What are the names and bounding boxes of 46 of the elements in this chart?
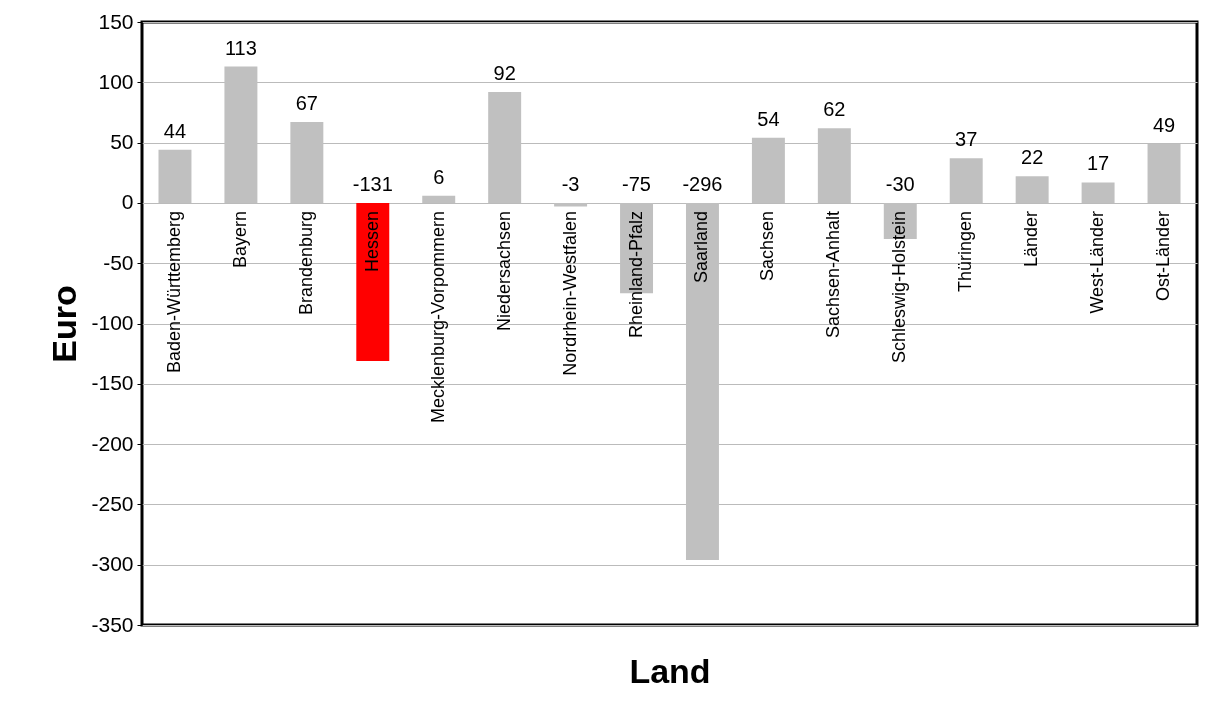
data-label: -296 <box>682 172 723 195</box>
x-tick-label: West-Länder <box>1087 210 1108 314</box>
y-tick-label: -100 <box>91 311 134 334</box>
x-tick-label: Baden-Württemberg <box>163 210 184 373</box>
data-label: 22 <box>1021 146 1044 169</box>
data-label: 62 <box>823 98 846 121</box>
x-tick-label: Thüringen <box>955 210 976 292</box>
x-tick-label: Schleswig-Holstein <box>889 210 910 363</box>
y-tick-label: -300 <box>91 552 134 576</box>
y-axis-title: Euro <box>45 285 84 363</box>
x-tick-label: Hessen <box>361 210 382 272</box>
y-tick-label: -200 <box>91 431 134 455</box>
data-label: 6 <box>433 165 445 188</box>
x-tick-label: Bayern <box>229 210 250 268</box>
data-label: 49 <box>1152 113 1176 136</box>
x-tick-label: Ost-Länder <box>1153 210 1174 301</box>
data-label: 17 <box>1086 152 1110 175</box>
y-tick-label: 150 <box>98 9 134 33</box>
x-tick-label: Saarland <box>691 210 712 283</box>
data-label: 92 <box>493 61 516 84</box>
y-tick-label: 100 <box>98 69 134 93</box>
data-label: -30 <box>885 172 915 195</box>
x-tick-label: Nordrhein-Westfalen <box>559 210 580 376</box>
y-tick-label: 50 <box>110 130 134 154</box>
y-tick-label: -350 <box>91 612 134 636</box>
data-label: 44 <box>163 119 187 142</box>
x-axis-title: Land <box>629 651 711 690</box>
y-tick-label: -250 <box>91 491 134 515</box>
data-label: 113 <box>224 36 257 59</box>
x-tick-label: Brandenburg <box>295 210 316 315</box>
y-tick-label: -150 <box>91 371 134 395</box>
x-tick-label: Sachsen-Anhalt <box>823 210 844 338</box>
data-label: 37 <box>955 128 978 151</box>
y-tick-label: -50 <box>103 250 134 274</box>
data-label: 54 <box>757 107 780 130</box>
data-label: 67 <box>295 92 318 115</box>
x-tick-label: Mecklenburg-Vorpommern <box>427 210 448 423</box>
x-tick-label: Rheinland-Pfalz <box>625 210 646 338</box>
x-tick-label: Niedersachsen <box>493 210 514 331</box>
data-label: -3 <box>561 172 580 195</box>
x-tick-label: Sachsen <box>757 210 778 281</box>
x-tick-label: Länder <box>1021 210 1042 267</box>
data-label: -75 <box>622 172 651 195</box>
bar <box>356 202 390 361</box>
data-label: -131 <box>352 172 393 195</box>
y-tick-label: 0 <box>121 190 134 214</box>
